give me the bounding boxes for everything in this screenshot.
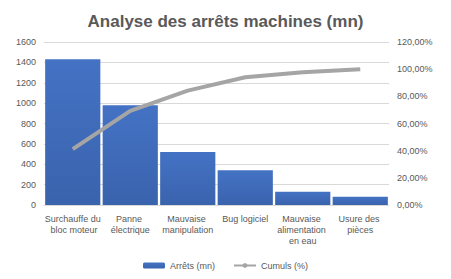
svg-text:électrique: électrique	[111, 225, 150, 235]
svg-text:bloc moteur: bloc moteur	[48, 225, 98, 235]
svg-text:Analyse des arrêts machines (m: Analyse des arrêts machines (mn)	[88, 12, 364, 31]
svg-text:pièces: pièces	[347, 225, 374, 235]
svg-text:manipulation: manipulation	[162, 225, 213, 235]
svg-text:1600: 1600	[16, 37, 36, 47]
svg-text:Surchauffe du: Surchauffe du	[45, 214, 101, 224]
svg-text:Mauvaise: Mauvaise	[167, 214, 208, 224]
svg-text:Panne: Panne	[116, 214, 145, 224]
svg-text:Cumuls (%): Cumuls (%)	[261, 261, 308, 271]
svg-text:120,00%: 120,00%	[397, 37, 433, 47]
svg-text:40,00%: 40,00%	[397, 146, 428, 156]
svg-text:100,00%: 100,00%	[397, 64, 433, 74]
svg-text:0,00%: 0,00%	[397, 200, 423, 210]
svg-text:800: 800	[21, 119, 36, 129]
svg-text:Usure des: Usure des	[338, 214, 382, 224]
svg-text:alimentation: alimentation	[277, 225, 328, 235]
svg-text:en eau: en eau	[289, 236, 317, 246]
svg-text:400: 400	[21, 159, 36, 169]
svg-text:20,00%: 20,00%	[397, 173, 428, 183]
svg-text:0: 0	[31, 200, 36, 210]
svg-text:200: 200	[21, 180, 36, 190]
svg-text:600: 600	[21, 139, 36, 149]
svg-text:1200: 1200	[16, 78, 36, 88]
svg-text:1000: 1000	[16, 98, 36, 108]
svg-text:80,00%: 80,00%	[397, 91, 428, 101]
svg-text:Arrêts (mn): Arrêts (mn)	[170, 261, 215, 271]
svg-text:Bug logiciel: Bug logiciel	[222, 214, 268, 224]
svg-text:1400: 1400	[16, 57, 36, 67]
svg-text:Mauvaise: Mauvaise	[282, 214, 323, 224]
svg-text:60,00%: 60,00%	[397, 119, 428, 129]
